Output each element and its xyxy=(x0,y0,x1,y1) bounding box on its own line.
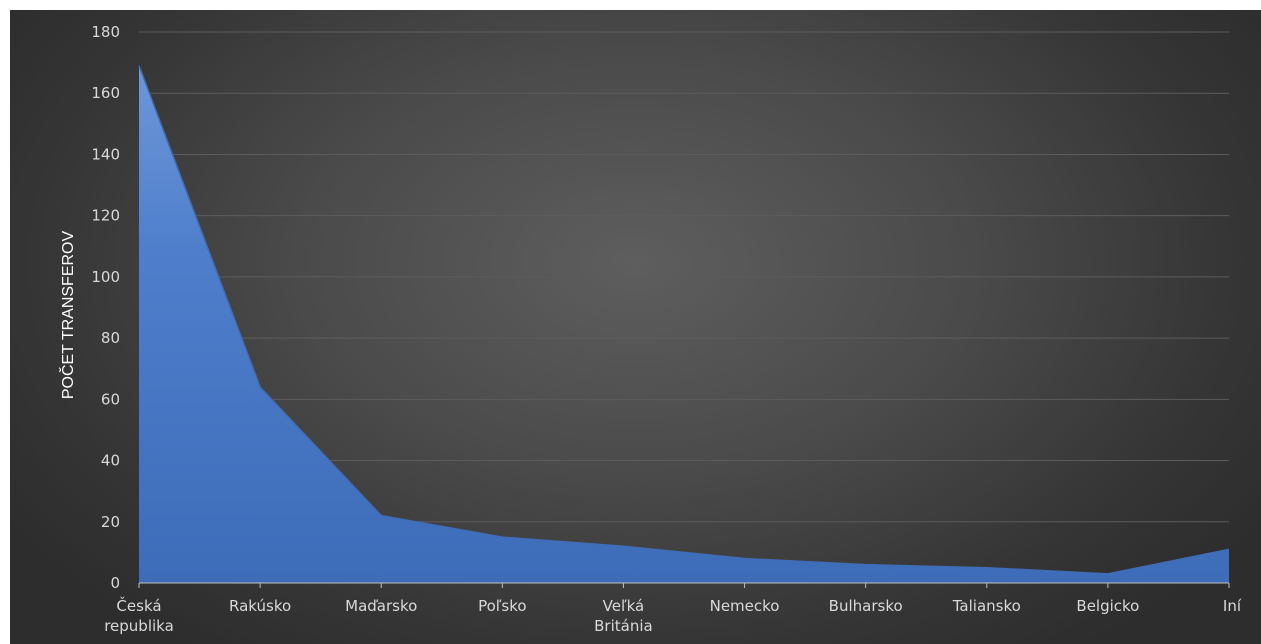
x-tick-label: Iní xyxy=(1223,597,1242,615)
y-tick-label: 100 xyxy=(91,268,120,286)
x-tick-label: Bulharsko xyxy=(829,597,903,615)
x-tick-label: Taliansko xyxy=(952,597,1021,615)
x-tick-label: Maďarsko xyxy=(345,597,417,615)
y-tick-label: 60 xyxy=(101,390,120,408)
y-tick-label: 140 xyxy=(91,145,120,163)
x-tick-label: Nemecko xyxy=(710,597,780,615)
y-tick-label: 180 xyxy=(91,23,120,41)
y-axis-title: POČET TRANSFEROV xyxy=(58,231,77,400)
x-axis xyxy=(138,582,1230,588)
x-tick-label: Veľká Británia xyxy=(594,597,653,635)
y-tick-label: 160 xyxy=(91,84,120,102)
area-fill xyxy=(139,65,1229,583)
chart-container: 0 20 40 60 80 100 120 140 160 180 Česká republika R… xyxy=(10,10,1261,644)
y-tick-label: 80 xyxy=(101,329,120,347)
x-tick-label: Poľsko xyxy=(478,597,526,615)
area-chart: 0 20 40 60 80 100 120 140 160 180 Česká republika R… xyxy=(58,23,1242,635)
x-tick-label: Česká republika xyxy=(104,596,174,635)
area-edge-line xyxy=(138,65,1230,575)
area-series xyxy=(138,65,1230,583)
y-tick-label: 20 xyxy=(101,513,120,531)
y-tick-label: 120 xyxy=(91,207,120,225)
y-axis-tick-labels: 0 20 40 60 80 100 120 140 160 180 xyxy=(91,23,120,592)
x-tick-label: Rakúsko xyxy=(229,597,291,615)
x-tick-label: Belgicko xyxy=(1076,597,1139,615)
y-tick-label: 0 xyxy=(110,574,120,592)
x-axis-tick-labels: Česká republika Rakúsko Maďarsko Poľsko Veľká… xyxy=(104,596,1242,635)
y-tick-label: 40 xyxy=(101,452,120,470)
